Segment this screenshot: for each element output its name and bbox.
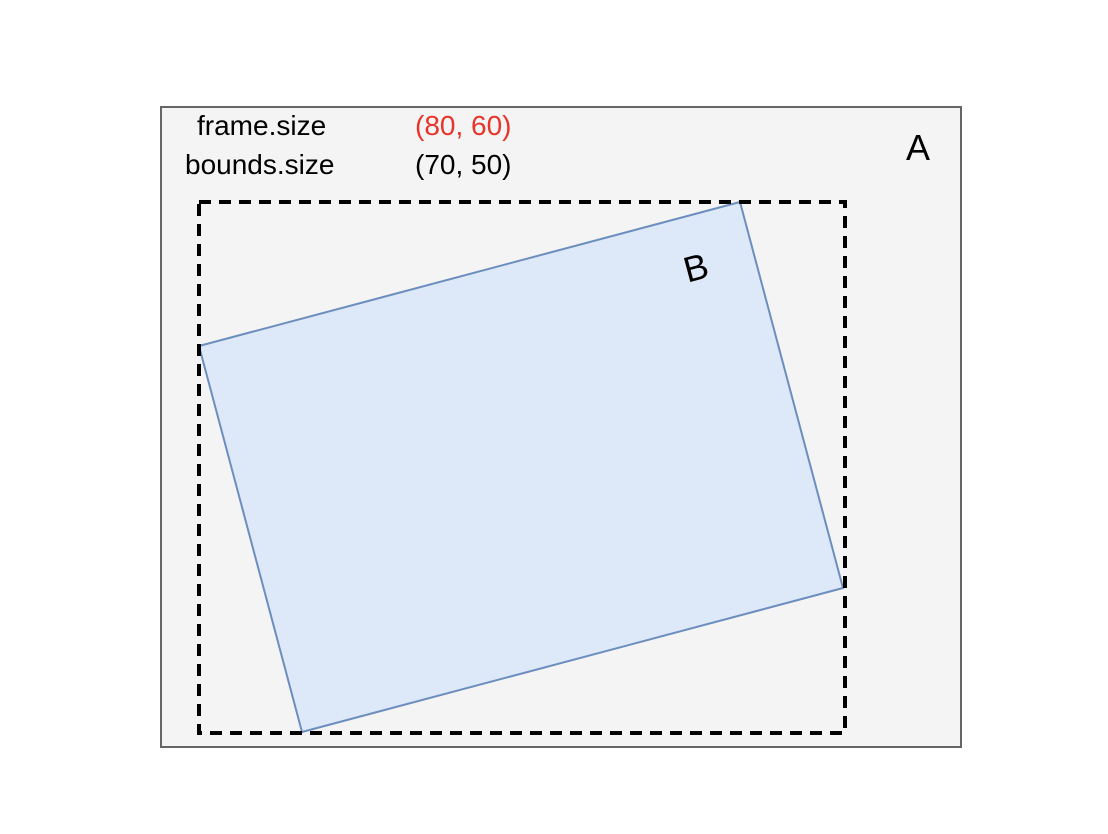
bounds-size-label: bounds.size <box>185 149 335 180</box>
bounds-size-value: (70, 50) <box>415 149 512 180</box>
frame-size-label: frame.size <box>197 110 327 141</box>
frame-bounding-box <box>197 200 847 735</box>
view-a-label: A <box>906 127 931 168</box>
frame-size-value: (80, 60) <box>415 110 512 141</box>
